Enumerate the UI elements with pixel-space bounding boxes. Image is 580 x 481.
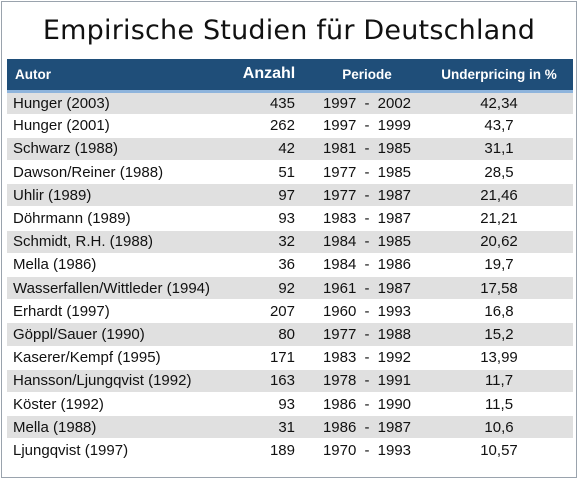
cell-autor: Kaserer/Kempf (1995)	[7, 346, 229, 370]
header-autor: Autor	[7, 59, 229, 93]
cell-autor: Uhlir (1989)	[7, 183, 229, 208]
table-row: Köster (1992) 93 1986 - 1990 11,5	[7, 392, 573, 417]
table-row: Hansson/Ljungqvist (1992) 163 1978 - 1991 1…	[7, 369, 573, 393]
cell-anzahl: 171	[229, 346, 309, 370]
cell-periode: 1978 - 1991	[309, 369, 425, 393]
cell-anzahl: 435	[229, 91, 309, 115]
cell-autor: Schwarz (1988)	[7, 137, 229, 162]
cell-periode: 1986 - 1987	[309, 415, 425, 440]
cell-underpricing: 11,5	[425, 392, 573, 417]
cell-underpricing: 42,34	[425, 91, 573, 115]
cell-autor: Hunger (2001)	[7, 114, 229, 138]
cell-anzahl: 92	[229, 276, 309, 301]
cell-underpricing: 31,1	[425, 137, 573, 162]
cell-periode: 1997 - 2002	[309, 91, 425, 115]
cell-underpricing: 15,2	[425, 322, 573, 347]
cell-periode: 1984 - 1985	[309, 230, 425, 254]
cell-underpricing: 13,99	[425, 346, 573, 370]
cell-underpricing: 21,21	[425, 206, 573, 231]
table-row: Schmidt, R.H. (1988) 32 1984 - 1985 20,62	[7, 230, 573, 254]
table-row: Döhrmann (1989) 93 1983 - 1987 21,21	[7, 206, 573, 231]
table-row: Erhardt (1997) 207 1960 - 1993 16,8	[7, 299, 573, 324]
cell-underpricing: 20,62	[425, 230, 573, 254]
cell-periode: 1983 - 1987	[309, 206, 425, 231]
cell-periode: 1997 - 1999	[309, 114, 425, 138]
table-row: Mella (1986) 36 1984 - 1986 19,7	[7, 253, 573, 278]
table-row: Schwarz (1988) 42 1981 - 1985 31,1	[7, 137, 573, 162]
cell-underpricing: 19,7	[425, 253, 573, 278]
cell-autor: Hansson/Ljungqvist (1992)	[7, 369, 229, 393]
header-underpricing: Underpricing in %	[425, 59, 573, 93]
cell-underpricing: 28,5	[425, 160, 573, 185]
cell-autor: Döhrmann (1989)	[7, 206, 229, 231]
cell-periode: 1986 - 1990	[309, 392, 425, 417]
cell-anzahl: 42	[229, 137, 309, 162]
cell-periode: 1977 - 1985	[309, 160, 425, 185]
cell-periode: 1981 - 1985	[309, 137, 425, 162]
table-row: Hunger (2003) 435 1997 - 2002 42,34	[7, 91, 573, 115]
page-title: Empirische Studien für Deutschland	[42, 15, 536, 46]
table-row: Dawson/Reiner (1988) 51 1977 - 1985 28,5	[7, 160, 573, 185]
cell-anzahl: 80	[229, 322, 309, 347]
cell-anzahl: 36	[229, 253, 309, 278]
cell-anzahl: 51	[229, 160, 309, 185]
cell-underpricing: 10,6	[425, 415, 573, 440]
cell-underpricing: 17,58	[425, 276, 573, 301]
cell-underpricing: 43,7	[425, 114, 573, 138]
cell-autor: Mella (1988)	[7, 415, 229, 440]
header-periode: Periode	[309, 59, 425, 93]
table-row: Ljungqvist (1997) 189 1970 - 1993 10,57	[7, 438, 573, 463]
cell-periode: 1984 - 1986	[309, 253, 425, 278]
cell-autor: Hunger (2003)	[7, 91, 229, 115]
cell-periode: 1977 - 1987	[309, 183, 425, 208]
cell-autor: Wasserfallen/Wittleder (1994)	[7, 276, 229, 301]
cell-underpricing: 16,8	[425, 299, 573, 324]
cell-anzahl: 32	[229, 230, 309, 254]
cell-periode: 1961 - 1987	[309, 276, 425, 301]
cell-autor: Erhardt (1997)	[7, 299, 229, 324]
studies-table: Autor Anzahl Periode Underpricing in % H…	[7, 59, 573, 463]
cell-autor: Dawson/Reiner (1988)	[7, 160, 229, 185]
cell-autor: Ljungqvist (1997)	[7, 438, 229, 463]
table-row: Hunger (2001) 262 1997 - 1999 43,7	[7, 114, 573, 138]
cell-anzahl: 31	[229, 415, 309, 440]
cell-underpricing: 11,7	[425, 369, 573, 393]
cell-anzahl: 163	[229, 369, 309, 393]
table-body: Hunger (2003) 435 1997 - 2002 42,34 Hunger (…	[7, 91, 573, 463]
cell-periode: 1977 - 1988	[309, 322, 425, 347]
table-row: Mella (1988) 31 1986 - 1987 10,6	[7, 415, 573, 440]
cell-periode: 1983 - 1992	[309, 346, 425, 370]
table-row: Wasserfallen/Wittleder (1994) 92 1961 - 19…	[7, 276, 573, 301]
cell-autor: Schmidt, R.H. (1988)	[7, 230, 229, 254]
header-anzahl: Anzahl	[229, 59, 309, 93]
table-row: Kaserer/Kempf (1995) 171 1983 - 1992 13,99	[7, 346, 573, 370]
cell-anzahl: 93	[229, 206, 309, 231]
cell-autor: Mella (1986)	[7, 253, 229, 278]
cell-anzahl: 189	[229, 438, 309, 463]
cell-anzahl: 93	[229, 392, 309, 417]
cell-underpricing: 21,46	[425, 183, 573, 208]
table-header-row: Autor Anzahl Periode Underpricing in %	[7, 59, 573, 93]
table-row: Uhlir (1989) 97 1977 - 1987 21,46	[7, 183, 573, 208]
cell-periode: 1970 - 1993	[309, 438, 425, 463]
cell-anzahl: 207	[229, 299, 309, 324]
cell-anzahl: 262	[229, 114, 309, 138]
cell-autor: Göppl/Sauer (1990)	[7, 322, 229, 347]
cell-anzahl: 97	[229, 183, 309, 208]
cell-underpricing: 10,57	[425, 438, 573, 463]
table-row: Göppl/Sauer (1990) 80 1977 - 1988 15,2	[7, 322, 573, 347]
cell-periode: 1960 - 1993	[309, 299, 425, 324]
cell-autor: Köster (1992)	[7, 392, 229, 417]
